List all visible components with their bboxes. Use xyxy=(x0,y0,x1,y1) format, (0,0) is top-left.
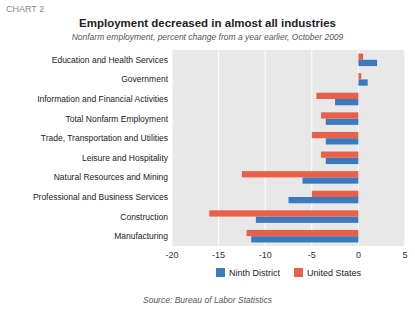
grid-line xyxy=(405,50,406,246)
bar xyxy=(326,119,359,125)
x-tick-label: 0 xyxy=(356,250,361,260)
x-tick-label: -20 xyxy=(165,250,178,260)
category-label: Government xyxy=(121,74,168,84)
x-tick-label: -5 xyxy=(308,250,316,260)
category-label: Natural Resources and Mining xyxy=(54,172,169,182)
bar xyxy=(321,112,358,118)
x-tick-label: -15 xyxy=(212,250,225,260)
bar xyxy=(335,99,358,105)
category-label: Professional and Business Services xyxy=(33,192,168,202)
bar xyxy=(251,236,358,242)
legend-label: United States xyxy=(307,268,362,278)
category-label: Leisure and Hospitality xyxy=(82,153,169,163)
bars xyxy=(209,54,377,243)
bar xyxy=(321,152,358,158)
bar xyxy=(316,93,358,99)
category-label: Trade, Transportation and Utilities xyxy=(41,133,168,143)
legend-swatch xyxy=(216,268,225,277)
bar xyxy=(326,158,359,164)
grid xyxy=(172,50,405,246)
bar xyxy=(358,60,377,66)
legend-label: Ninth District xyxy=(229,268,281,278)
bar xyxy=(358,79,367,85)
bar xyxy=(312,191,359,197)
source: Source: Bureau of Labor Statistics xyxy=(143,295,273,305)
x-tick-label: -10 xyxy=(259,250,272,260)
legend-swatch xyxy=(294,268,303,277)
chart-label: CHART 2 xyxy=(6,4,44,14)
bar xyxy=(209,210,358,216)
bar xyxy=(256,217,359,223)
grid-line xyxy=(172,50,173,246)
legend: Ninth District United States xyxy=(216,268,362,278)
category-label: Information and Financial Activities xyxy=(37,94,168,104)
category-label: Construction xyxy=(120,212,168,222)
bar xyxy=(358,54,363,60)
bar xyxy=(326,138,359,144)
bar xyxy=(289,197,359,203)
category-label: Manufacturing xyxy=(114,231,168,241)
bar xyxy=(312,132,359,138)
category-label: Education and Health Services xyxy=(52,55,168,65)
chart: CHART 2 Employment decreased in almost al… xyxy=(0,0,415,313)
bar xyxy=(302,177,358,183)
category-label: Total Nonfarm Employment xyxy=(65,114,168,124)
title: Employment decreased in almost all indus… xyxy=(79,17,336,29)
x-tick-label: 5 xyxy=(402,250,407,260)
bar xyxy=(358,73,361,79)
bar xyxy=(247,230,359,236)
bar xyxy=(242,171,359,177)
subtitle: Nonfarm employment, percent change from … xyxy=(72,32,344,42)
plot-background xyxy=(172,50,405,246)
